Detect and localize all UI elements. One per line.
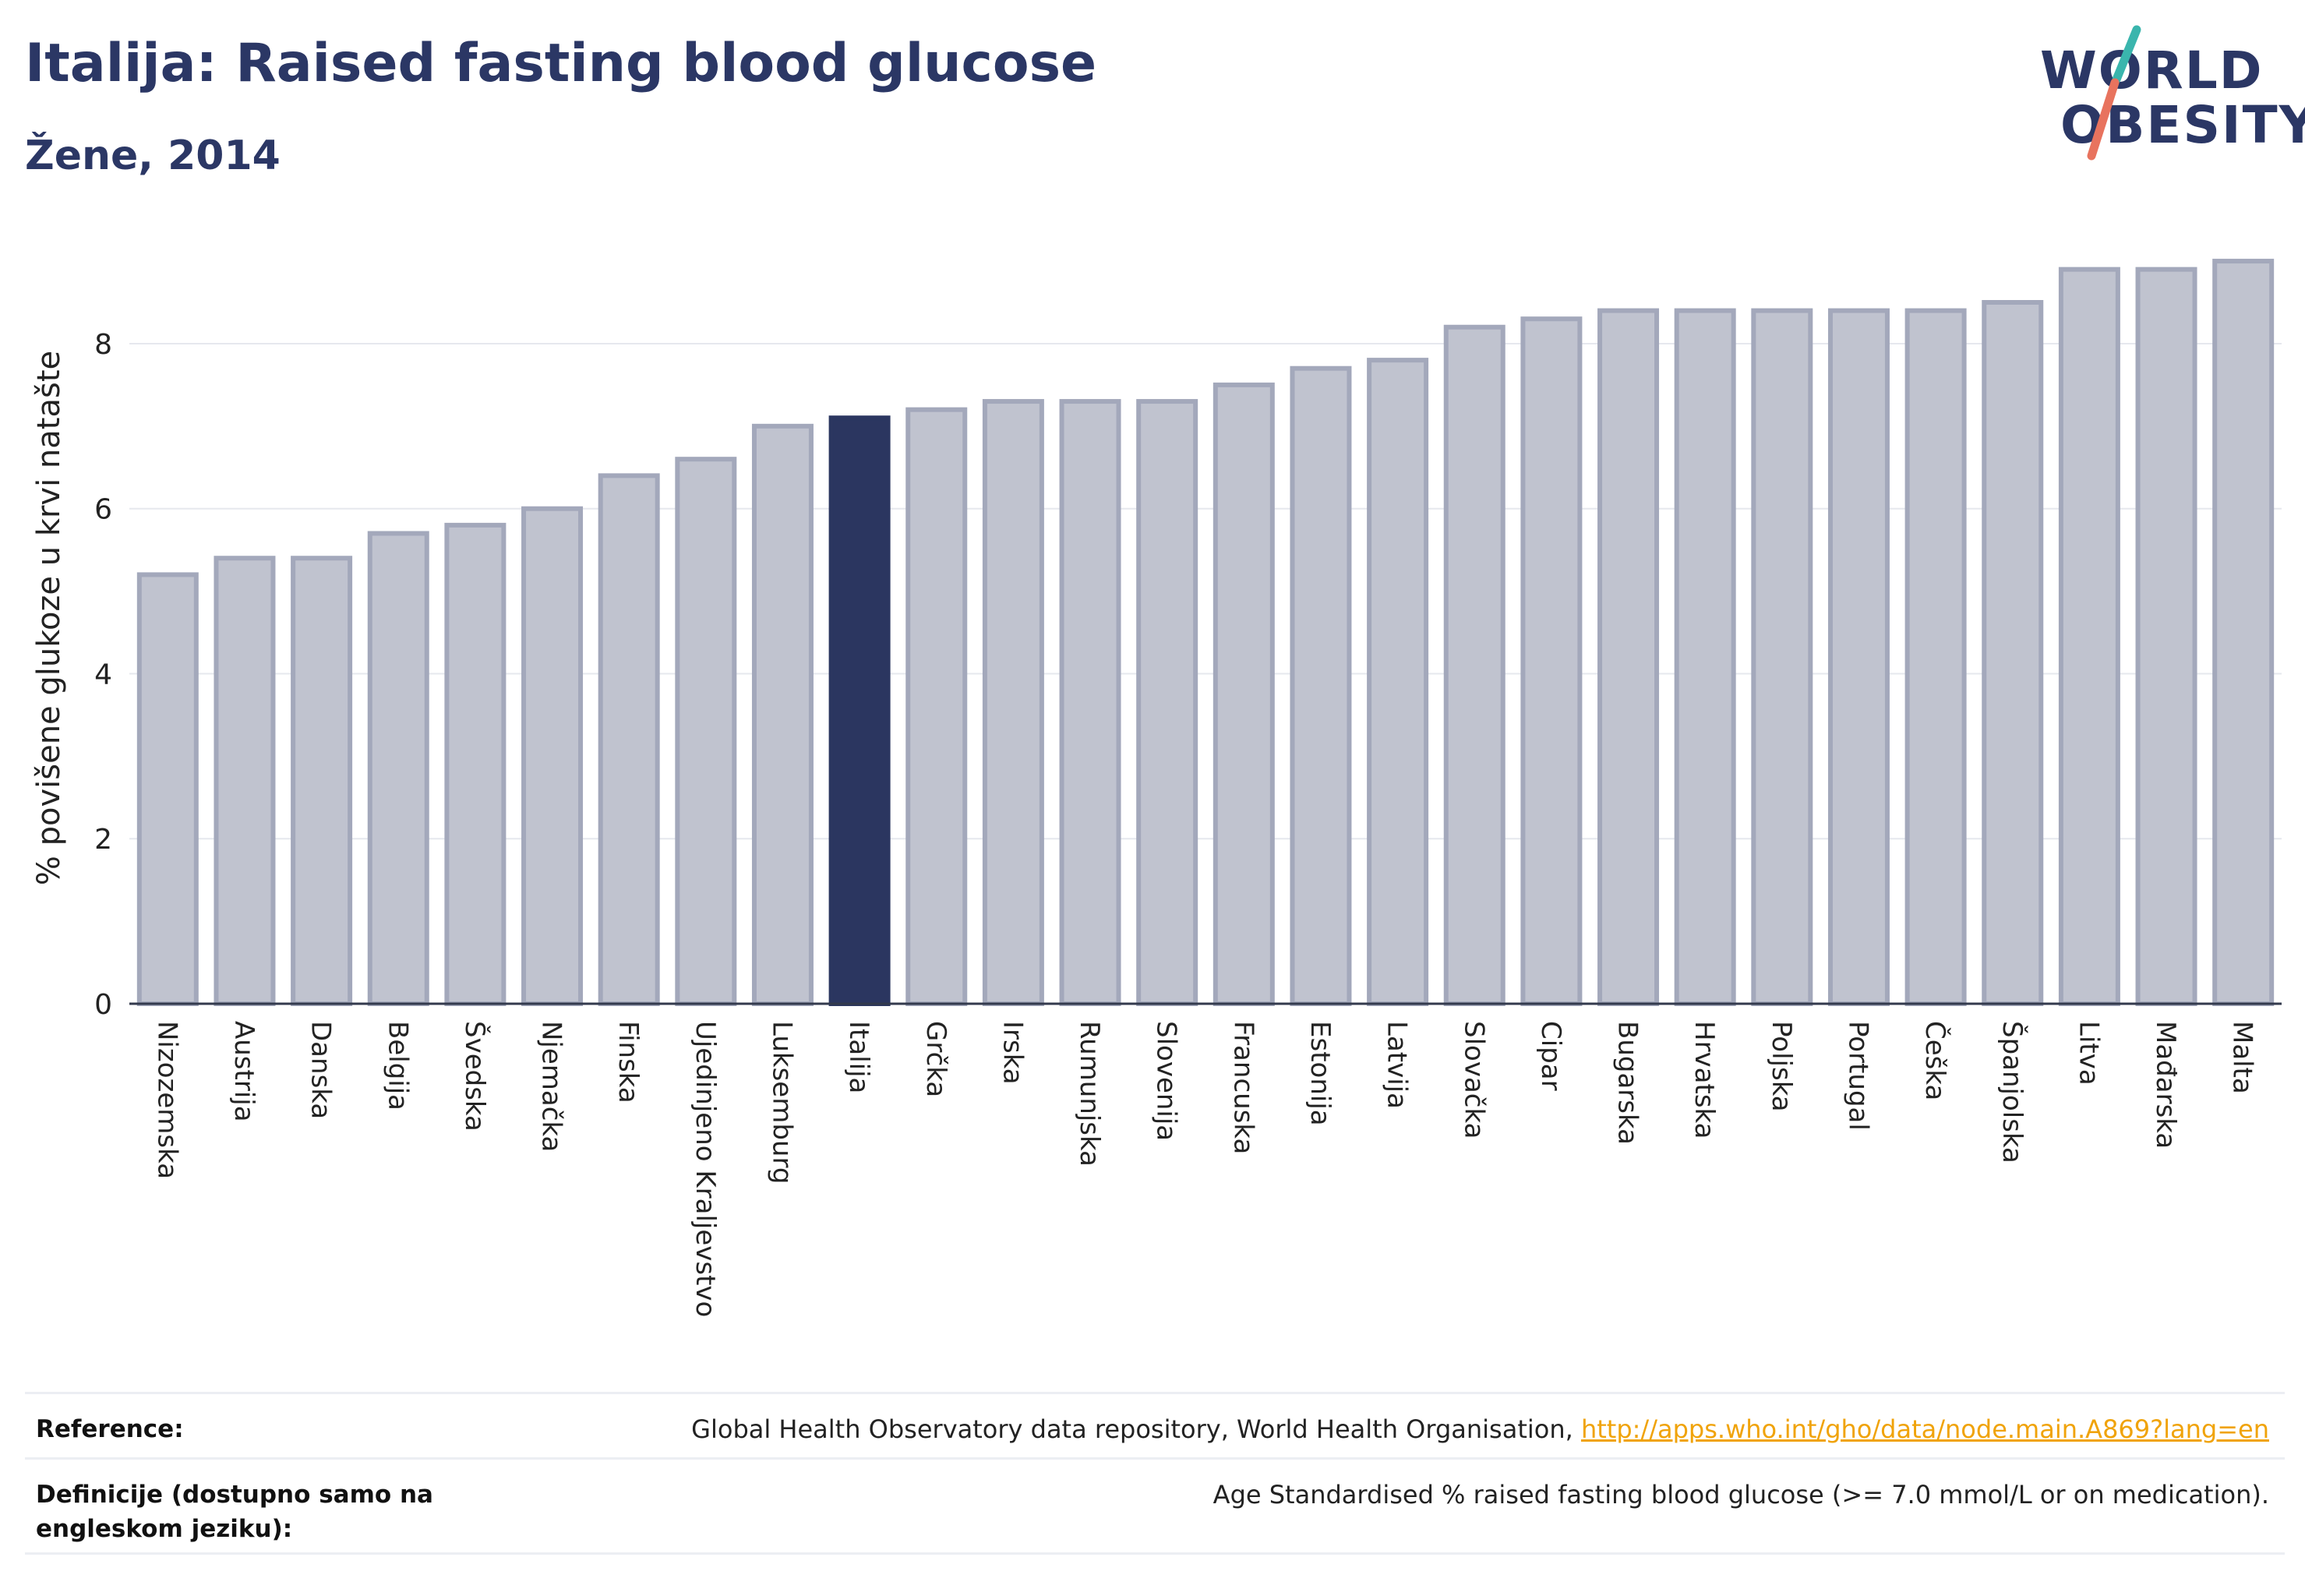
bar-poljska[interactable] (1751, 308, 1813, 1006)
reference-link[interactable]: http://apps.who.int/gho/data/node.main.A… (1580, 1414, 2269, 1444)
bar-ujedinjeno-kraljevstvo[interactable] (675, 457, 737, 1006)
bar-latvija[interactable] (1367, 358, 1429, 1006)
reference-label: Reference: (36, 1415, 184, 1443)
bar-luksemburg[interactable] (751, 423, 814, 1006)
bar-italija[interactable] (828, 415, 891, 1006)
footer-divider-middle (25, 1457, 2285, 1460)
footer-divider-top (25, 1392, 2285, 1394)
bar-portugal[interactable] (1827, 308, 1890, 1006)
bar-nizozemska[interactable] (136, 572, 199, 1006)
x-tick-label: Slovačka (1458, 1021, 1489, 1139)
bar-chart: 0 2 4 6 8 Nizozemska Austrija Danska Belgija Šve… (31, 259, 2282, 1317)
x-tick-label: Poljska (1766, 1021, 1797, 1112)
bars (136, 259, 2275, 1007)
x-tick-label: Mađarska (2150, 1021, 2181, 1149)
y-tick-label: 0 (94, 989, 112, 1021)
bar-švedska[interactable] (444, 522, 507, 1006)
bar-češka[interactable] (1904, 308, 1967, 1006)
x-tick-label: Češka (1919, 1021, 1951, 1100)
y-axis-ticks: 0 2 4 6 8 (94, 329, 112, 1021)
x-tick-label: Slovenija (1151, 1021, 1182, 1141)
x-tick-label: Luksemburg (766, 1021, 797, 1184)
y-tick-label: 8 (94, 329, 112, 361)
x-tick-label: Portugal (1842, 1021, 1873, 1131)
x-tick-label: Latvija (1382, 1021, 1413, 1109)
y-tick-label: 4 (94, 659, 112, 690)
bar-irska[interactable] (982, 399, 1044, 1006)
definition-label: Definicije (dostupno samo na engleskom j… (36, 1481, 433, 1543)
x-tick-label: Litva (2073, 1021, 2104, 1086)
x-tick-label: Švedska (459, 1021, 491, 1132)
x-tick-label: Belgija (382, 1021, 413, 1110)
x-tick-label: Danska (305, 1021, 337, 1119)
x-tick-label: Estonija (1304, 1021, 1336, 1126)
bar-belgija[interactable] (367, 531, 429, 1006)
bar-austrija[interactable] (214, 556, 276, 1006)
x-axis-ticks: Nizozemska Austrija Danska Belgija Švedska Nj… (151, 1021, 2257, 1317)
bar-malta[interactable] (2212, 259, 2275, 1006)
logo-slash-icon (2087, 25, 2141, 161)
y-tick-label: 6 (94, 494, 112, 526)
footer-divider-bottom (25, 1552, 2285, 1555)
bar-danska[interactable] (291, 556, 353, 1006)
x-tick-label: Španjolska (1996, 1021, 2028, 1163)
bar-njemačka[interactable] (521, 506, 584, 1006)
x-tick-label: Rumunjska (1074, 1021, 1105, 1167)
x-tick-label: Ujedinjeno Kraljevstvo (690, 1021, 721, 1317)
x-tick-label: Austrija (228, 1021, 259, 1122)
y-tick-label: 2 (94, 824, 112, 856)
bar-bugarska[interactable] (1597, 308, 1660, 1006)
world-obesity-logo: WORLD OBESITY (2026, 23, 2305, 171)
bar-francuska[interactable] (1213, 382, 1275, 1007)
y-axis-label: % povišene glukoze u krvi natašte (31, 351, 67, 885)
x-tick-label: Francuska (1227, 1021, 1258, 1154)
x-tick-label: Italija (843, 1021, 874, 1093)
x-tick-label: Hrvatska (1689, 1021, 1720, 1139)
bar-španjolska[interactable] (1982, 300, 2044, 1006)
x-tick-label: Bugarska (1612, 1021, 1643, 1145)
x-tick-label: Cipar (1535, 1021, 1566, 1091)
bar-slovenija[interactable] (1136, 399, 1198, 1006)
bar-grčka[interactable] (905, 407, 968, 1006)
chart-title: Italija: Raised fasting blood glucose (25, 33, 1097, 94)
reference-value: Global Health Observatory data repositor… (691, 1412, 2269, 1446)
bar-mađarska[interactable] (2135, 267, 2197, 1007)
x-tick-label: Irska (997, 1021, 1028, 1085)
x-tick-label: Malta (2227, 1021, 2258, 1094)
x-tick-label: Njemačka (536, 1021, 567, 1152)
x-tick-label: Nizozemska (151, 1021, 182, 1179)
chart-subtitle: Žene, 2014 (25, 132, 281, 179)
x-tick-label: Grčka (920, 1021, 951, 1097)
bar-rumunjska[interactable] (1059, 399, 1121, 1006)
logo-text-world: WORLD (2040, 41, 2264, 101)
bar-litva[interactable] (2058, 267, 2120, 1007)
reference-text: Global Health Observatory data repositor… (691, 1414, 1581, 1444)
bar-hrvatska[interactable] (1674, 308, 1736, 1006)
definition-value: Age Standardised % raised fasting blood … (1213, 1480, 2269, 1509)
bar-cipar[interactable] (1520, 316, 1583, 1007)
bar-finska[interactable] (598, 473, 660, 1006)
x-tick-label: Finska (612, 1021, 644, 1103)
bar-slovačka[interactable] (1443, 324, 1505, 1006)
bar-estonija[interactable] (1290, 365, 1352, 1006)
